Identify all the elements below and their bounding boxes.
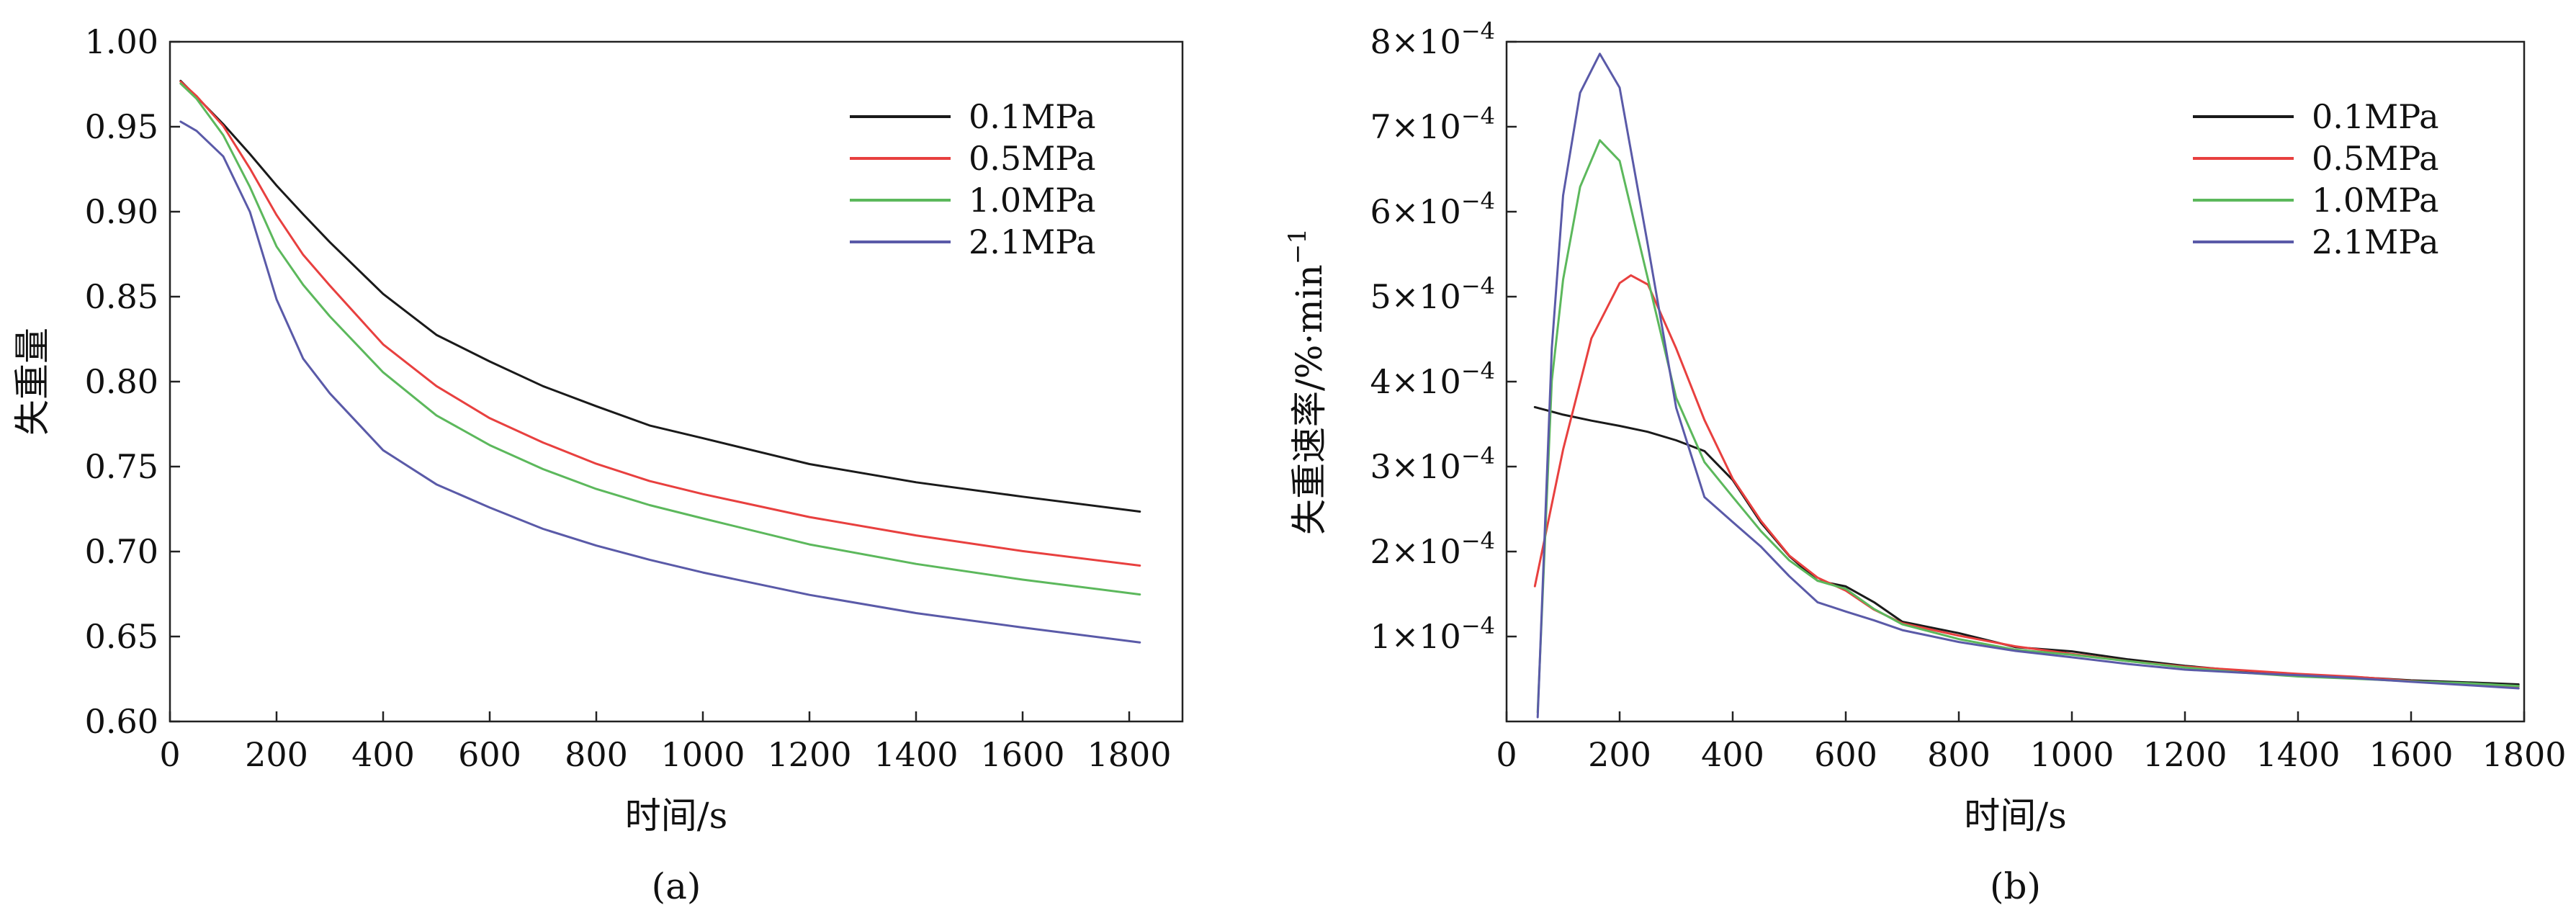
x-axis-label: 时间/s (625, 795, 728, 837)
y-tick-label: 6×10−4 (1370, 187, 1495, 231)
x-tick-label: 800 (1927, 735, 1991, 774)
figure-caption: (a) (652, 865, 701, 907)
x-tick-label: 200 (245, 735, 308, 774)
series-line-1.0MPa (179, 82, 1141, 596)
x-tick-label: 1400 (2256, 735, 2340, 774)
series-line-0.1MPa (1533, 405, 2520, 685)
series-line-2.1MPa (1536, 53, 2520, 719)
series-line-0.5MPa (1533, 274, 2520, 688)
y-tick-label: 0.85 (85, 277, 158, 316)
x-tick-label: 1600 (980, 735, 1064, 774)
x-tick-label: 1800 (1087, 735, 1171, 774)
y-tick-label: 1.00 (85, 22, 158, 61)
x-tick-label: 600 (458, 735, 521, 774)
x-tick-label: 400 (1701, 735, 1764, 774)
x-tick-label: 400 (351, 735, 415, 774)
y-tick-label: 0.90 (85, 192, 158, 231)
y-tick-label: 7×10−4 (1370, 102, 1495, 146)
y-tick-label: 5×10−4 (1370, 272, 1495, 316)
legend-label: 0.1MPa (2312, 97, 2439, 136)
legend-label: 2.1MPa (2312, 222, 2439, 261)
x-tick-label: 0 (1496, 735, 1517, 774)
legend-label: 0.5MPa (2312, 139, 2439, 178)
x-tick-label: 600 (1814, 735, 1877, 774)
x-tick-label: 1600 (2369, 735, 2453, 774)
y-tick-label: 0.75 (85, 447, 158, 486)
series-line-2.1MPa (179, 120, 1141, 644)
y-tick-label: 0.65 (85, 617, 158, 656)
x-tick-label: 200 (1588, 735, 1651, 774)
y-tick-label: 8×10−4 (1370, 17, 1495, 61)
x-tick-label: 1000 (660, 735, 745, 774)
x-tick-label: 1000 (2029, 735, 2114, 774)
y-tick-label: 0.95 (85, 107, 158, 146)
legend-label: 0.1MPa (969, 97, 1096, 136)
x-tick-label: 800 (565, 735, 628, 774)
x-tick-label: 1400 (874, 735, 958, 774)
chart-b: 0 200 400 600 800 1000 1200 1400 1600 1800 1×10−4 2… (1283, 17, 2567, 907)
y-tick-label: 2×10−4 (1370, 527, 1495, 571)
legend-label: 1.0MPa (969, 181, 1096, 220)
y-tick-label: 3×10−4 (1370, 442, 1495, 486)
legend-label: 2.1MPa (969, 222, 1096, 261)
y-tick-label: 0.70 (85, 532, 158, 571)
x-tick-label: 1200 (767, 735, 851, 774)
y-tick-label: 0.60 (85, 702, 158, 741)
chart-a: 0 200 400 600 800 1000 1200 1400 1600 1800 0.60 0.6… (12, 22, 1184, 907)
series-line-0.1MPa (179, 79, 1141, 513)
x-tick-label: 1200 (2142, 735, 2227, 774)
x-axis-label: 时间/s (1964, 795, 2067, 837)
y-axis-label: 失重量 (12, 328, 53, 436)
y-tick-label: 1×10−4 (1370, 612, 1495, 656)
y-tick-label: 4×10−4 (1370, 357, 1495, 401)
figure-caption: (b) (1990, 865, 2041, 907)
series-line-0.5MPa (179, 80, 1141, 567)
y-axis-label: 失重速率/%·min−1 (1283, 228, 1330, 535)
y-tick-label: 0.80 (85, 362, 158, 401)
x-tick-label: 1800 (2482, 735, 2566, 774)
x-tick-label: 0 (159, 735, 180, 774)
legend-label: 1.0MPa (2312, 181, 2439, 220)
legend-label: 0.5MPa (969, 139, 1096, 178)
